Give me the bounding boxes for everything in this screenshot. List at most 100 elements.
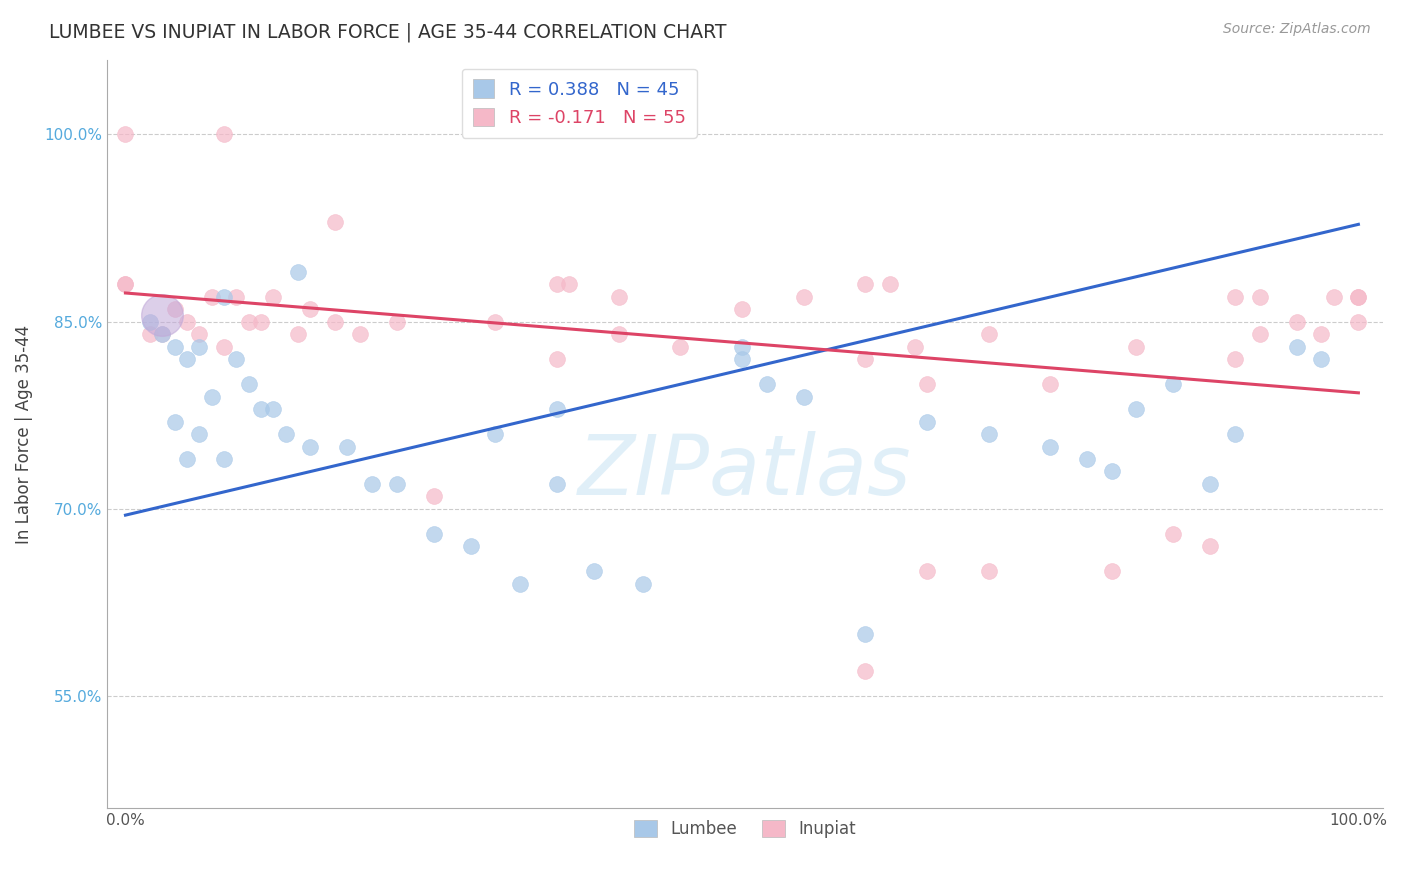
Point: [188, 427, 211, 442]
Point: [546, 352, 568, 367]
Point: [1223, 352, 1246, 367]
Point: [755, 377, 778, 392]
Point: [323, 315, 346, 329]
Point: [212, 452, 235, 467]
Point: [1039, 440, 1062, 454]
Point: [212, 128, 235, 142]
Point: [139, 315, 162, 329]
Point: [1101, 564, 1123, 578]
Point: [546, 402, 568, 417]
Y-axis label: In Labor Force | Age 35-44: In Labor Force | Age 35-44: [15, 325, 32, 543]
Point: [163, 302, 186, 317]
Point: [582, 564, 605, 578]
Point: [212, 340, 235, 354]
Point: [731, 340, 754, 354]
Point: [1323, 290, 1346, 304]
Point: [879, 277, 901, 292]
Point: [299, 302, 322, 317]
Point: [287, 327, 309, 342]
Point: [225, 352, 247, 367]
Point: [262, 290, 284, 304]
Point: [212, 290, 235, 304]
Point: [176, 452, 198, 467]
Point: [163, 415, 186, 429]
Point: [1285, 340, 1308, 354]
Point: [1163, 527, 1185, 541]
Point: [607, 327, 630, 342]
Point: [188, 340, 211, 354]
Point: [853, 626, 876, 640]
Point: [1076, 452, 1098, 467]
Point: [1101, 465, 1123, 479]
Point: [262, 402, 284, 417]
Point: [1310, 327, 1333, 342]
Point: [114, 277, 136, 292]
Point: [250, 402, 273, 417]
Point: [336, 440, 359, 454]
Point: [1199, 539, 1222, 553]
Point: [201, 290, 224, 304]
Point: [633, 576, 655, 591]
Point: [114, 277, 136, 292]
Point: [422, 490, 444, 504]
Point: [546, 277, 568, 292]
Point: [287, 265, 309, 279]
Text: ZIPatlas: ZIPatlas: [578, 431, 912, 512]
Point: [152, 327, 174, 342]
Point: [484, 315, 506, 329]
Point: [1223, 427, 1246, 442]
Point: [188, 327, 211, 342]
Point: [238, 315, 260, 329]
Point: [176, 352, 198, 367]
Point: [977, 327, 1000, 342]
Legend: Lumbee, Inupiat: Lumbee, Inupiat: [627, 814, 863, 845]
Text: LUMBEE VS INUPIAT IN LABOR FORCE | AGE 35-44 CORRELATION CHART: LUMBEE VS INUPIAT IN LABOR FORCE | AGE 3…: [49, 22, 727, 42]
Point: [1310, 352, 1333, 367]
Point: [1125, 402, 1147, 417]
Point: [176, 315, 198, 329]
Point: [250, 315, 273, 329]
Point: [731, 352, 754, 367]
Point: [915, 377, 938, 392]
Point: [1223, 290, 1246, 304]
Point: [323, 215, 346, 229]
Point: [385, 477, 408, 491]
Point: [853, 352, 876, 367]
Point: [915, 564, 938, 578]
Point: [903, 340, 925, 354]
Point: [793, 390, 815, 404]
Point: [484, 427, 506, 442]
Point: [225, 290, 247, 304]
Point: [1347, 290, 1369, 304]
Text: Source: ZipAtlas.com: Source: ZipAtlas.com: [1223, 22, 1371, 37]
Point: [238, 377, 260, 392]
Point: [152, 309, 174, 323]
Point: [1199, 477, 1222, 491]
Point: [1125, 340, 1147, 354]
Point: [853, 664, 876, 678]
Point: [385, 315, 408, 329]
Point: [422, 527, 444, 541]
Point: [152, 327, 174, 342]
Point: [1347, 315, 1369, 329]
Point: [274, 427, 297, 442]
Point: [1163, 377, 1185, 392]
Point: [361, 477, 384, 491]
Point: [163, 340, 186, 354]
Point: [1285, 315, 1308, 329]
Point: [558, 277, 581, 292]
Point: [299, 440, 322, 454]
Point: [114, 128, 136, 142]
Point: [349, 327, 371, 342]
Point: [607, 290, 630, 304]
Point: [509, 576, 531, 591]
Point: [1249, 290, 1271, 304]
Point: [1039, 377, 1062, 392]
Point: [546, 477, 568, 491]
Point: [977, 564, 1000, 578]
Point: [853, 277, 876, 292]
Point: [1347, 290, 1369, 304]
Point: [1249, 327, 1271, 342]
Point: [915, 415, 938, 429]
Point: [669, 340, 692, 354]
